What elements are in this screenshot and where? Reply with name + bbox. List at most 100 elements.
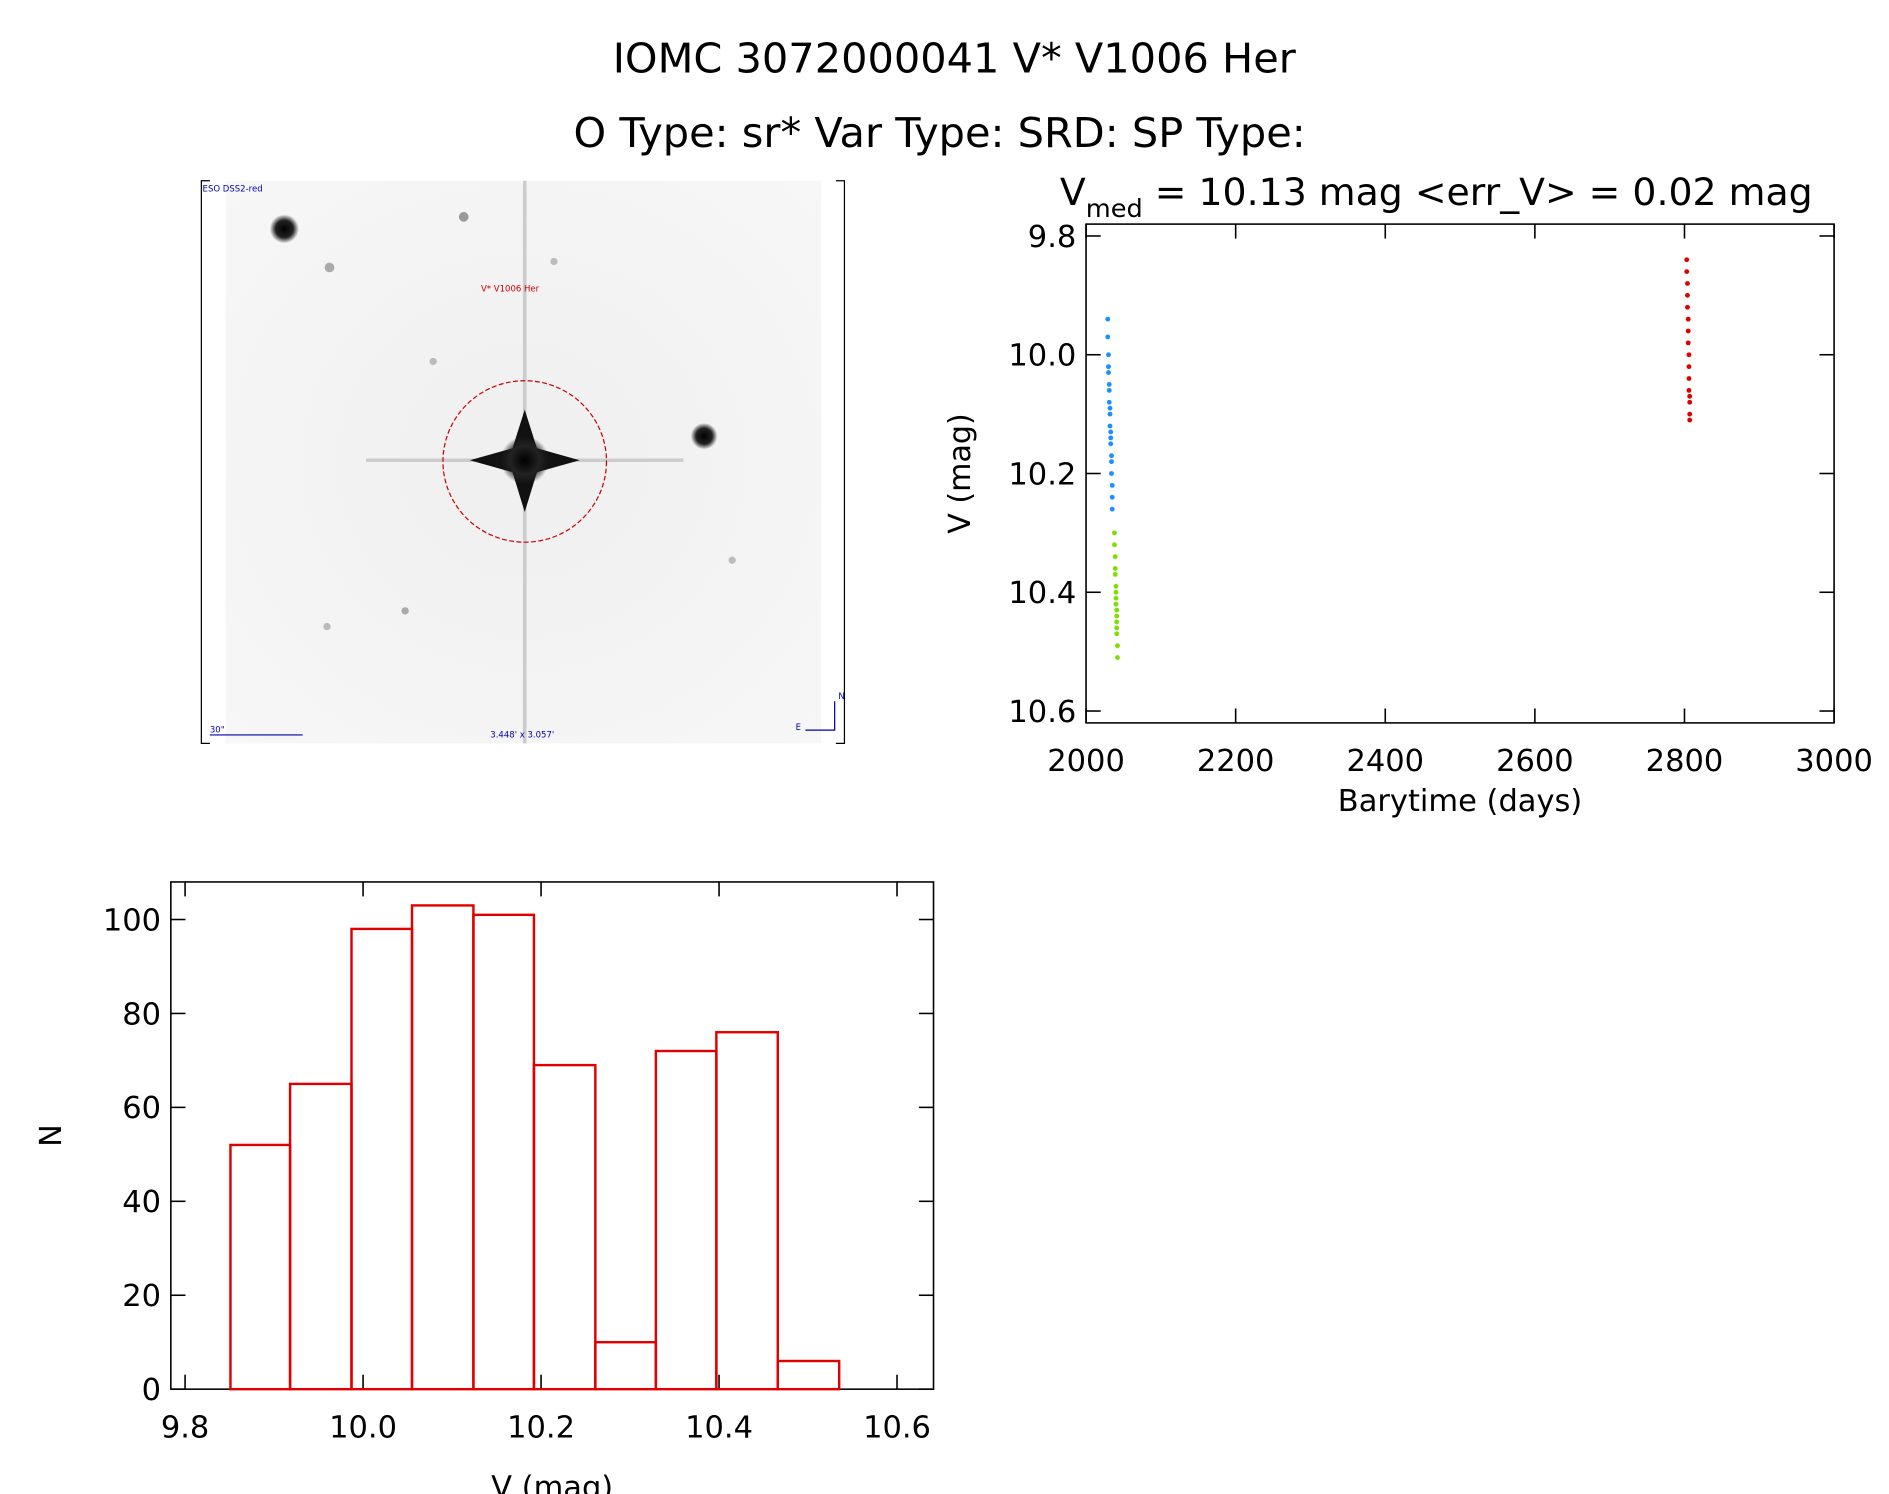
point [1687,417,1693,423]
x-tick-label: 2800 [1646,744,1724,779]
axes-frame [170,881,935,1390]
y-tick-label: 40 [122,1185,161,1220]
point [1108,429,1114,435]
title-main: V [1060,170,1086,214]
point [1106,370,1111,375]
compass-east: E [796,722,801,732]
point [1686,376,1692,381]
bar [350,927,414,1391]
x-axis-label: V (mag) [491,1471,613,1494]
bar [654,1049,718,1391]
point [1114,613,1120,619]
point [1114,607,1120,613]
point [1109,471,1114,476]
point [1685,316,1691,322]
survey-label: ESO DSS2-red [203,184,263,194]
point [1115,643,1120,649]
point [1112,554,1118,560]
star [690,422,718,450]
x-tick-label: 2600 [1496,744,1574,779]
point [1113,583,1119,589]
y-tick-label: 20 [122,1279,161,1314]
bar [776,1359,841,1391]
y-tick-label: 10.2 [1008,458,1076,493]
star [323,622,331,631]
bar [715,1031,779,1391]
page-subtitle: O Type: sr* Var Type: SRD: SP Type: [574,109,1306,157]
point [1112,572,1118,577]
point [1112,542,1117,548]
point [1108,435,1114,441]
point [1109,459,1114,465]
y-tick-label: 80 [122,997,161,1032]
point [1106,399,1112,405]
x-tick-label: 2400 [1346,744,1424,779]
compass [805,701,836,731]
axes-frame [1085,223,1835,724]
point [1106,387,1112,393]
finder-chart: ESO DSS2-red V* V1006 Her 30" 3.448' x 3… [200,180,846,744]
target-star [500,436,550,485]
point [1684,269,1690,275]
point [1686,387,1692,393]
point [1106,364,1111,370]
star [324,262,335,273]
point [1685,340,1691,346]
x-tick-label: 9.8 [161,1411,209,1446]
bar [410,904,475,1391]
page-title: IOMC 3072000041 V* V1006 Her [613,35,1296,83]
point [1114,619,1120,625]
point [1112,530,1117,536]
x-tick-label: 2200 [1197,744,1275,779]
point [1115,655,1120,660]
point [1687,399,1693,405]
y-tick-label: 100 [103,904,161,939]
point [1687,411,1693,417]
point [1108,441,1114,447]
compass-north: N [838,691,844,701]
x-tick-label: 10.2 [507,1411,575,1446]
star [458,212,469,222]
y-tick-label: 10.6 [1008,695,1076,730]
point [1686,352,1692,358]
y-axis-label: V (mag) [943,413,978,534]
title-rest: = 10.13 mag <err_V> = 0.02 mag [1143,170,1813,214]
chart-title: Vmed = 10.13 mag <err_V> = 0.02 mag [1060,170,1813,224]
image-frame [200,180,846,744]
point [1105,316,1111,322]
y-tick-label: 0 [142,1373,161,1408]
star [401,607,409,615]
target-label: V* V1006 Her [481,284,540,294]
point [1106,352,1111,358]
point [1109,506,1115,512]
bar [229,1143,292,1391]
y-axis-label: N [34,1124,69,1147]
star [550,257,558,266]
point [1685,281,1690,286]
point [1113,589,1119,595]
point [1686,364,1692,370]
field-label: 3.448' x 3.057' [490,729,554,739]
x-axis-label: Barytime (days) [1338,784,1583,819]
x-tick-label: 10.6 [863,1411,931,1446]
x-tick-label: 10.4 [685,1411,753,1446]
point [1107,411,1113,417]
y-tick-label: 10.0 [1008,339,1076,374]
point [1114,625,1120,631]
y-tick-label: 9.8 [1028,220,1076,255]
title-sub: med [1086,194,1143,224]
bar [472,913,536,1391]
star [728,556,736,564]
point [1109,482,1115,488]
point [1109,453,1114,459]
x-tick-label: 2000 [1047,744,1125,779]
y-tick-label: 10.4 [1008,576,1076,611]
star [429,357,437,366]
point [1687,393,1693,399]
point [1685,328,1691,334]
point [1105,334,1111,340]
point [1685,304,1690,310]
point [1685,292,1690,298]
